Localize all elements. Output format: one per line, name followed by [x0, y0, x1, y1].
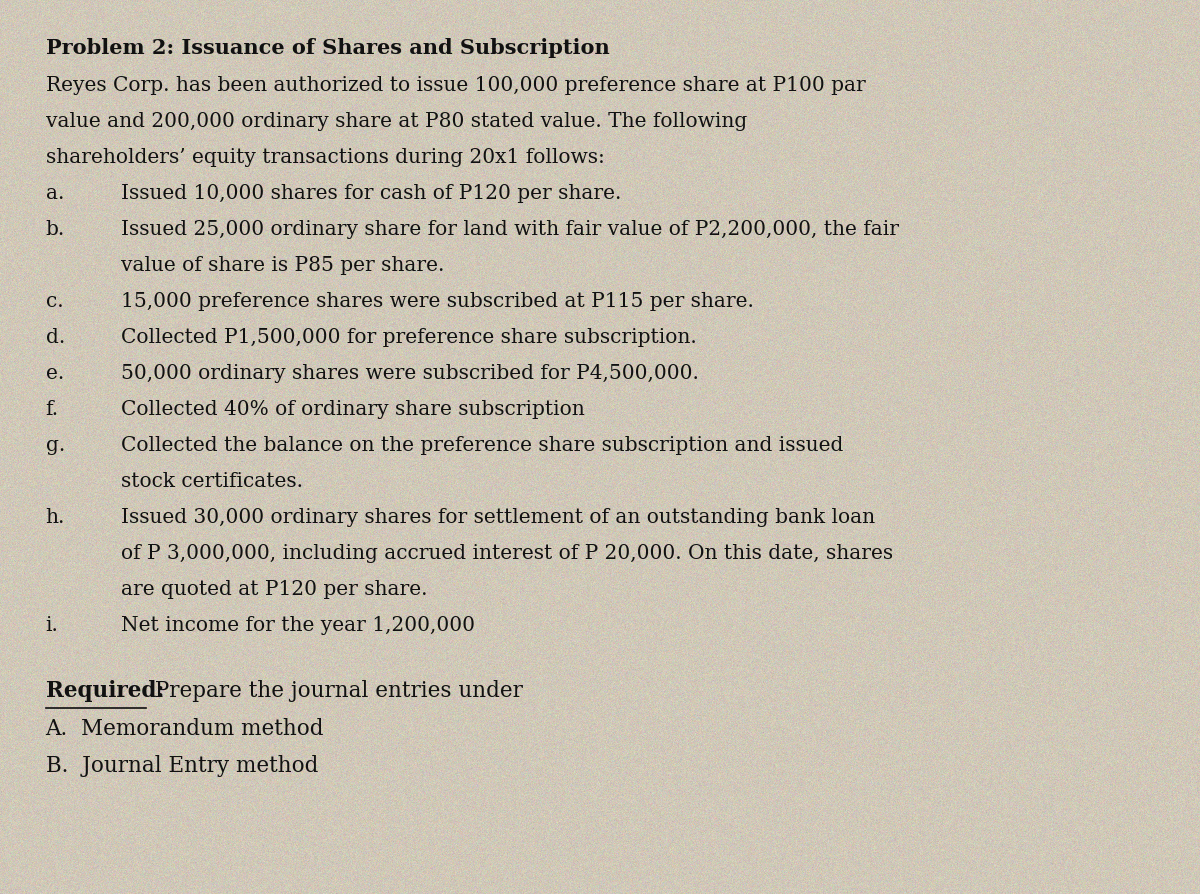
Text: d.: d.: [46, 327, 65, 346]
Text: Problem 2: Issuance of Shares and Subscription: Problem 2: Issuance of Shares and Subscr…: [46, 38, 610, 58]
Text: shareholders’ equity transactions during 20x1 follows:: shareholders’ equity transactions during…: [46, 148, 605, 166]
Text: Collected P1,500,000 for preference share subscription.: Collected P1,500,000 for preference shar…: [120, 327, 696, 346]
Text: Issued 30,000 ordinary shares for settlement of an outstanding bank loan: Issued 30,000 ordinary shares for settle…: [120, 507, 875, 527]
Text: Issued 10,000 shares for cash of P120 per share.: Issued 10,000 shares for cash of P120 pe…: [120, 183, 620, 203]
Text: Required:: Required:: [46, 679, 164, 701]
Text: Collected 40% of ordinary share subscription: Collected 40% of ordinary share subscrip…: [120, 400, 584, 418]
Text: h.: h.: [46, 507, 65, 527]
Text: 15,000 preference shares were subscribed at P115 per share.: 15,000 preference shares were subscribed…: [120, 291, 754, 310]
Text: value and 200,000 ordinary share at P80 stated value. The following: value and 200,000 ordinary share at P80 …: [46, 112, 746, 131]
Text: B.  Journal Entry method: B. Journal Entry method: [46, 755, 318, 777]
Text: Net income for the year 1,200,000: Net income for the year 1,200,000: [120, 615, 475, 634]
Text: f.: f.: [46, 400, 59, 418]
Text: b.: b.: [46, 220, 65, 239]
Text: are quoted at P120 per share.: are quoted at P120 per share.: [120, 579, 427, 598]
Text: stock certificates.: stock certificates.: [120, 471, 302, 490]
Text: of P 3,000,000, including accrued interest of P 20,000. On this date, shares: of P 3,000,000, including accrued intere…: [120, 544, 893, 562]
Text: Collected the balance on the preference share subscription and issued: Collected the balance on the preference …: [120, 435, 842, 454]
Text: A.  Memorandum method: A. Memorandum method: [46, 717, 324, 738]
Text: i.: i.: [46, 615, 59, 634]
Text: Prepare the journal entries under: Prepare the journal entries under: [148, 679, 523, 701]
Text: a.: a.: [46, 183, 64, 203]
Text: e.: e.: [46, 363, 64, 383]
Text: Reyes Corp. has been authorized to issue 100,000 preference share at P100 par: Reyes Corp. has been authorized to issue…: [46, 76, 865, 95]
Text: c.: c.: [46, 291, 64, 310]
Text: value of share is P85 per share.: value of share is P85 per share.: [120, 256, 444, 274]
Text: g.: g.: [46, 435, 65, 454]
Text: Issued 25,000 ordinary share for land with fair value of P2,200,000, the fair: Issued 25,000 ordinary share for land wi…: [120, 220, 899, 239]
Text: 50,000 ordinary shares were subscribed for P4,500,000.: 50,000 ordinary shares were subscribed f…: [120, 363, 698, 383]
